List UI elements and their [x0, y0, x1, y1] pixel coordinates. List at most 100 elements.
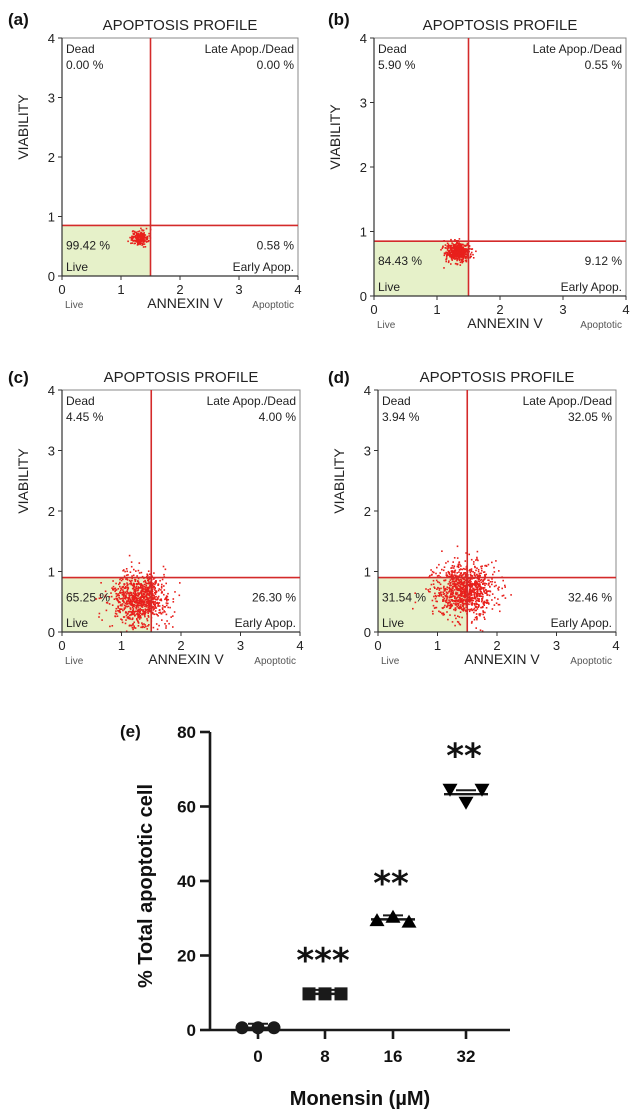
event-dot: [475, 592, 478, 595]
event-dot: [448, 571, 450, 574]
event-dot: [456, 603, 458, 606]
event-dot: [456, 248, 459, 251]
event-dot: [479, 592, 481, 595]
event-dot: [121, 608, 123, 610]
event-dot: [449, 600, 451, 603]
data-point: [235, 1021, 249, 1035]
event-dot: [145, 241, 148, 243]
event-dot: [460, 594, 463, 597]
event-dot: [463, 592, 465, 594]
event-dot: [143, 593, 146, 596]
event-dot: [452, 580, 454, 583]
event-dot: [483, 587, 486, 589]
event-dot: [448, 607, 451, 610]
event-dot: [127, 592, 129, 594]
event-dot: [469, 568, 471, 571]
event-dot: [130, 239, 133, 241]
event-dot: [474, 616, 477, 619]
event-dot: [136, 233, 138, 236]
event-dot: [454, 609, 457, 612]
event-dot: [470, 569, 472, 572]
event-dot: [455, 257, 457, 260]
event-dot: [141, 622, 143, 624]
event-dot: [137, 622, 140, 624]
event-dot: [466, 244, 469, 246]
event-dot: [434, 592, 436, 595]
event-dot: [125, 594, 127, 597]
event-dot: [127, 574, 129, 576]
event-dot: [143, 243, 146, 245]
event-dot: [147, 589, 150, 591]
event-dot: [134, 593, 136, 595]
event-dot: [459, 588, 461, 590]
y-tick-label: 60: [177, 798, 196, 817]
flow-cytometry-plot-c: APOPTOSIS PROFILE 0 1 2 3 4 0 1 2 3 4 ANNEXIN V Live…: [15, 369, 304, 667]
event-dot: [482, 580, 484, 582]
event-dot: [140, 596, 143, 598]
event-dot: [157, 604, 159, 606]
event-dot: [159, 611, 162, 614]
event-dot: [151, 595, 154, 597]
quadrant-early-value: 32.46 %: [568, 591, 612, 605]
event-dot: [460, 587, 463, 589]
event-dot: [164, 598, 166, 601]
event-dot: [148, 590, 150, 593]
event-dot: [142, 235, 144, 238]
event-dot: [127, 605, 130, 608]
event-dot: [124, 594, 126, 596]
event-dot: [138, 238, 141, 241]
event-dot: [132, 592, 135, 594]
event-dot: [448, 599, 450, 601]
event-dot: [112, 580, 114, 582]
event-dot: [438, 563, 440, 566]
quadrant-live-label: Live: [66, 616, 88, 630]
event-dot: [461, 250, 464, 253]
event-dot: [146, 586, 149, 589]
event-dot: [458, 623, 461, 625]
event-dot: [452, 577, 455, 580]
event-dot: [160, 589, 162, 591]
event-dot: [110, 592, 112, 594]
event-dot: [112, 585, 115, 588]
event-dot: [479, 575, 481, 577]
event-dot: [122, 589, 124, 591]
quadrant-live-label: Live: [66, 260, 88, 274]
event-dot: [479, 588, 481, 590]
event-dot: [462, 253, 464, 255]
event-dot: [137, 601, 139, 604]
event-dot: [126, 570, 128, 573]
event-dot: [158, 605, 161, 607]
event-dot: [453, 255, 455, 258]
event-dot: [138, 240, 141, 243]
event-dot: [495, 602, 498, 604]
event-dot: [460, 565, 462, 567]
panel-label: (a): [8, 10, 29, 29]
event-dot: [172, 615, 174, 617]
event-dot: [128, 600, 131, 603]
event-dot: [474, 581, 476, 583]
event-dot: [142, 586, 144, 588]
event-dot: [146, 237, 149, 239]
event-dot: [143, 626, 146, 629]
event-dot: [133, 240, 135, 242]
event-dot: [432, 613, 434, 615]
event-dot: [148, 240, 150, 242]
event-dot: [456, 605, 458, 608]
event-dot: [473, 618, 476, 621]
event-dot: [465, 583, 468, 586]
event-dot: [134, 242, 136, 245]
event-dot: [471, 620, 473, 623]
event-dot: [178, 594, 181, 597]
event-dot: [140, 586, 142, 589]
event-dot: [138, 562, 141, 564]
event-dot: [456, 263, 459, 266]
event-dot: [473, 595, 476, 598]
event-dot: [113, 598, 116, 600]
event-dot: [129, 571, 132, 573]
x-tick-label: 1: [434, 638, 441, 653]
event-dot: [478, 593, 480, 595]
significance-marker: **: [373, 864, 409, 904]
event-dot: [451, 621, 454, 623]
event-dot: [451, 603, 453, 605]
event-dot: [461, 583, 464, 585]
